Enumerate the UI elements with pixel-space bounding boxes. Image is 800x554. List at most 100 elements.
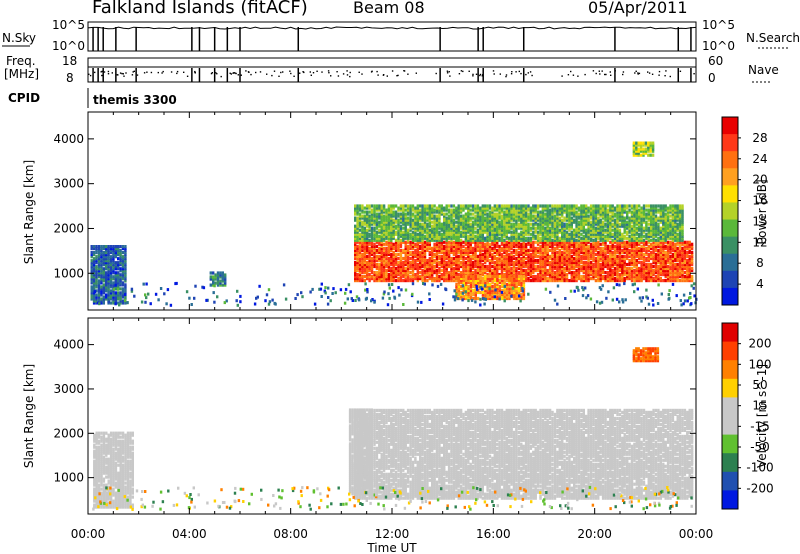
heatmap-cell [529, 238, 533, 242]
heatmap-cell [373, 254, 376, 258]
heatmap-cell [565, 244, 569, 248]
heatmap-cell [496, 240, 499, 244]
heatmap-cell [354, 238, 357, 242]
nave-dot [481, 75, 483, 77]
heatmap-cell [529, 266, 533, 271]
heatmap-cell [411, 242, 415, 246]
heatmap-cell [601, 242, 605, 246]
heatmap-cell [488, 258, 492, 263]
heatmap-cell [431, 210, 434, 214]
heatmap-cell [479, 260, 482, 265]
heatmap-cell [496, 236, 499, 240]
heatmap-cell [481, 248, 484, 252]
heatmap-cell [366, 204, 369, 208]
heatmap-cell [556, 252, 559, 256]
heatmap-cell [539, 275, 542, 279]
heatmap-cell [688, 264, 691, 269]
heatmap-cell [642, 262, 646, 267]
heatmap-cell [378, 273, 381, 277]
heatmap-cell [392, 204, 395, 208]
heatmap-cell [688, 258, 691, 263]
heatmap-cell [399, 226, 403, 230]
heatmap-cell [601, 220, 605, 224]
heatmap-cell [529, 218, 533, 222]
heatmap-cell [397, 260, 400, 265]
heatmap-cell [358, 228, 362, 232]
heatmap-cell [419, 234, 422, 238]
heatmap-cell [481, 216, 484, 220]
heatmap-cell [467, 230, 470, 234]
heatmap-cell [669, 260, 672, 265]
heatmap-cell [426, 224, 429, 228]
heatmap-cell [536, 206, 540, 210]
heatmap-cell [459, 234, 463, 238]
nave-dot [609, 71, 611, 73]
heatmap-cell [597, 275, 600, 279]
heatmap-cell [570, 220, 573, 224]
heatmap-cell [666, 224, 670, 228]
heatmap-cell [541, 279, 545, 283]
heatmap-cell [565, 206, 569, 210]
nsky-trace [87, 26, 697, 30]
heatmap-cell [443, 220, 446, 224]
heatmap-cell [510, 218, 513, 222]
heatmap-cell [551, 244, 554, 248]
heatmap-cell [488, 248, 492, 252]
heatmap-cell [493, 214, 496, 218]
heatmap-cell [623, 236, 626, 240]
heatmap-cell [652, 218, 655, 222]
heatmap-cell [484, 238, 487, 242]
heatmap-cell [481, 206, 484, 210]
heatmap-cell [522, 230, 525, 234]
heatmap-cell [438, 256, 441, 261]
heatmap-cell [452, 268, 456, 273]
heatmap-cell [375, 216, 379, 220]
heatmap-cell [493, 240, 496, 244]
heatmap-cell [414, 208, 417, 212]
heatmap-cell [573, 244, 576, 248]
heatmap-cell [657, 252, 660, 256]
heatmap-cell [611, 222, 614, 226]
heatmap-cell [411, 264, 415, 269]
heatmap-cell [568, 268, 571, 273]
heatmap-cell [382, 277, 386, 281]
heatmap-cell [640, 262, 643, 267]
heatmap-cell [561, 277, 564, 281]
heatmap-cell [510, 224, 513, 228]
heatmap-cell [561, 224, 564, 228]
heatmap-cell [522, 222, 525, 226]
heatmap-cell [512, 266, 516, 271]
heatmap-cell [479, 258, 482, 263]
heatmap-cell [529, 256, 533, 261]
heatmap-cell [361, 266, 364, 271]
heatmap-cell [428, 204, 431, 208]
heatmap-cell [500, 226, 504, 230]
heatmap-cell [683, 279, 687, 283]
heatmap-cell [650, 246, 653, 250]
heatmap-cell [633, 256, 636, 261]
heatmap-cell [688, 271, 691, 275]
heatmap-cell [419, 240, 422, 244]
heatmap-cell [647, 279, 650, 283]
heatmap-cell [561, 240, 564, 244]
heatmap-cell [534, 250, 537, 254]
heatmap-cell [373, 279, 376, 283]
heatmap-cell [671, 277, 675, 281]
heatmap-cell [553, 210, 557, 214]
heatmap-cell [380, 218, 383, 222]
heatmap-cell [616, 279, 619, 283]
heatmap-cell [394, 254, 398, 258]
heatmap-cell [491, 208, 494, 212]
heatmap-cell [479, 248, 482, 252]
heatmap-cell [556, 264, 559, 269]
heatmap-cell [553, 226, 557, 230]
heatmap-cell [479, 244, 482, 248]
heatmap-cell [423, 218, 427, 222]
heatmap-cell [534, 218, 537, 222]
heatmap-cell [546, 218, 549, 222]
heatmap-cell [640, 246, 643, 250]
heatmap-cell [363, 252, 366, 256]
heatmap-cell [399, 228, 403, 232]
heatmap-cell [481, 262, 484, 267]
heatmap-cell [573, 212, 576, 216]
